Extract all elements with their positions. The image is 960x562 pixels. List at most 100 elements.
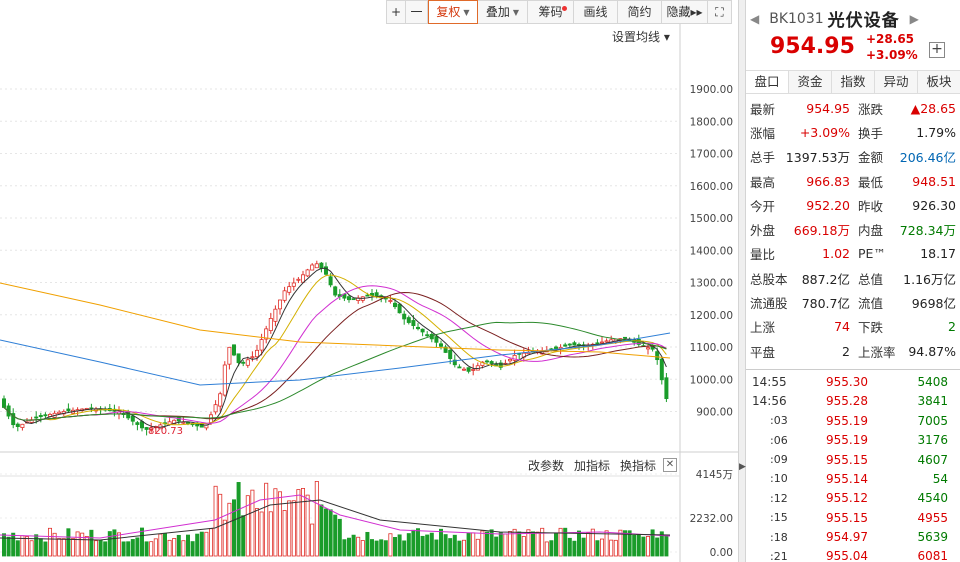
volume-bar <box>241 515 246 557</box>
tab-index[interactable]: 指数 <box>832 71 875 93</box>
stock-name: 光伏设备 <box>827 11 900 31</box>
quote-key: 涨幅 <box>750 125 776 141</box>
toolbar-button-label: 简约 <box>627 5 652 19</box>
candle <box>466 367 471 374</box>
switch-indicator-button[interactable]: 换指标 <box>620 459 657 473</box>
volume-bar <box>29 540 34 557</box>
volume-bar <box>655 537 660 557</box>
candle <box>369 289 374 301</box>
quote-value: 2 <box>842 343 850 359</box>
tab-capital[interactable]: 资金 <box>789 71 832 93</box>
chart-pane[interactable]: 1900.00 1800.00 1700.00 1600.00 1500.00 1400.… <box>0 0 738 562</box>
candle <box>38 412 43 423</box>
volume-ma-line-2 <box>0 499 671 541</box>
toolbar-button-4[interactable]: 筹码 <box>528 0 574 24</box>
toolbar-button-8[interactable]: ⛶ <box>708 0 732 24</box>
price-tick-label: 1100.00 <box>690 342 733 354</box>
volume-bar <box>342 539 347 557</box>
candle <box>268 312 273 334</box>
toolbar-button-label: 叠加 <box>485 5 510 19</box>
ma10-line <box>3 274 667 426</box>
candle <box>287 281 292 296</box>
edit-params-button[interactable]: 改参数 <box>528 459 565 473</box>
price-change-percent: +3.09% <box>866 48 918 62</box>
tab-sector[interactable]: 板块 <box>926 74 952 89</box>
toolbar-button-7[interactable]: 隐藏▸▸ <box>662 0 708 24</box>
quote-value: 954.95 <box>806 100 850 116</box>
candle <box>181 417 186 424</box>
tick-row: :10 955.14 54 <box>746 469 960 488</box>
volume-bar <box>604 530 609 557</box>
candle <box>11 408 16 429</box>
volume-bar <box>273 488 278 557</box>
volume-bar <box>480 530 485 557</box>
volume-tick-label: 4145万 <box>696 469 733 481</box>
quote-row: 流通股 780.7亿 流值 9698亿 <box>746 290 960 314</box>
candle <box>222 361 227 397</box>
volume-bar <box>402 540 407 557</box>
volume-bar <box>503 533 508 557</box>
tick-time: :03 <box>770 414 788 428</box>
candle <box>475 362 480 371</box>
volume-bar <box>153 538 158 557</box>
quote-value: 966.83 <box>806 173 850 189</box>
tab-order-book[interactable]: 盘口 <box>746 71 789 93</box>
add-indicator-button[interactable]: 加指标 <box>574 459 611 473</box>
tick-list[interactable]: 14:55 955.30 5408 14:56 955.28 3841:03 955.19 7… <box>746 369 960 562</box>
candle <box>659 356 664 385</box>
volume-bar <box>650 529 655 557</box>
candle <box>296 277 301 284</box>
volume-bar <box>397 534 402 557</box>
tick-time: 14:56 <box>752 394 787 409</box>
volume-bar <box>117 532 122 557</box>
candle <box>291 277 296 291</box>
volume-bar <box>139 527 144 557</box>
volume-bar <box>236 482 241 557</box>
toolbar-button-3[interactable]: 叠加 ▼ <box>478 0 528 24</box>
price-change: +28.65 <box>866 32 915 46</box>
volume-bar <box>484 531 489 557</box>
volume-bar <box>613 539 618 557</box>
add-watchlist-button[interactable]: + <box>929 42 945 58</box>
toolbar-button-label: 隐藏▸▸ <box>666 5 703 19</box>
collapse-arrow-icon[interactable]: ▶ <box>739 462 746 472</box>
tick-price: 955.15 <box>826 452 868 467</box>
volume-bar <box>259 511 264 557</box>
tick-price: 955.14 <box>826 471 868 486</box>
chart-toolbar: + 一复权 ▼ 叠加 ▼ 筹码 画线 简约 隐藏▸▸ ⛶ <box>386 0 732 24</box>
toolbar-button-5[interactable]: 画线 <box>574 0 618 24</box>
toolbar-button-1[interactable]: 一 <box>406 0 428 24</box>
quote-value: 780.7亿 <box>801 296 850 312</box>
toolbar-button-6[interactable]: 简约 <box>618 0 662 24</box>
kline-chart[interactable]: 1900.00 1800.00 1700.00 1600.00 1500.00 1400.… <box>0 0 738 562</box>
tick-price: 955.04 <box>826 549 868 562</box>
ma-setting-button[interactable]: 设置均线 ▾ <box>612 30 670 44</box>
prev-stock-icon[interactable]: ◀ <box>750 11 760 26</box>
quote-key: 外盘 <box>750 223 776 239</box>
toolbar-button-2[interactable]: 复权 ▼ <box>428 0 478 24</box>
tick-row: :21 955.04 6081 <box>746 547 960 562</box>
volume-bar <box>245 495 250 557</box>
quote-key: 上涨 <box>750 320 776 336</box>
volume-bar <box>498 532 503 557</box>
toolbar-button-0[interactable]: + <box>386 0 406 24</box>
next-stock-icon[interactable]: ▶ <box>909 11 919 26</box>
tab-alerts[interactable]: 异动 <box>875 71 918 93</box>
volume-bar <box>415 528 420 557</box>
quote-key: 金额 <box>858 150 884 166</box>
toolbar-button-label: + <box>390 5 402 19</box>
quote-row: 外盘 669.18万 内盘 728.34万 <box>746 217 960 241</box>
volume-bar <box>89 529 94 557</box>
tick-row: :12 955.12 4540 <box>746 489 960 508</box>
panel-splitter[interactable]: ▶ <box>738 0 746 562</box>
close-icon[interactable]: ✕ <box>663 458 677 472</box>
volume-bar <box>540 527 545 557</box>
toolbar-button-label: 筹码 <box>538 5 563 19</box>
volume-bar <box>204 531 209 557</box>
volume-bar <box>227 502 232 557</box>
side-tabs: 盘口 资金 指数 异动 板块 <box>746 70 960 94</box>
tick-price: 955.30 <box>826 374 868 389</box>
volume-bar <box>57 538 62 557</box>
volume-bar <box>374 540 379 557</box>
tick-row: :03 955.19 7005 <box>746 411 960 430</box>
